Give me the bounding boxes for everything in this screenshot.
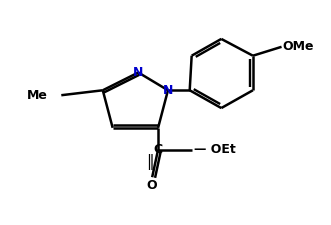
Text: C: C (154, 143, 163, 156)
Text: ‖: ‖ (146, 154, 154, 170)
Text: N: N (133, 66, 144, 79)
Text: OMe: OMe (283, 40, 314, 53)
Text: N: N (163, 84, 173, 97)
Text: O: O (147, 179, 158, 192)
Text: — OEt: — OEt (194, 143, 235, 156)
Text: Me: Me (26, 89, 47, 102)
